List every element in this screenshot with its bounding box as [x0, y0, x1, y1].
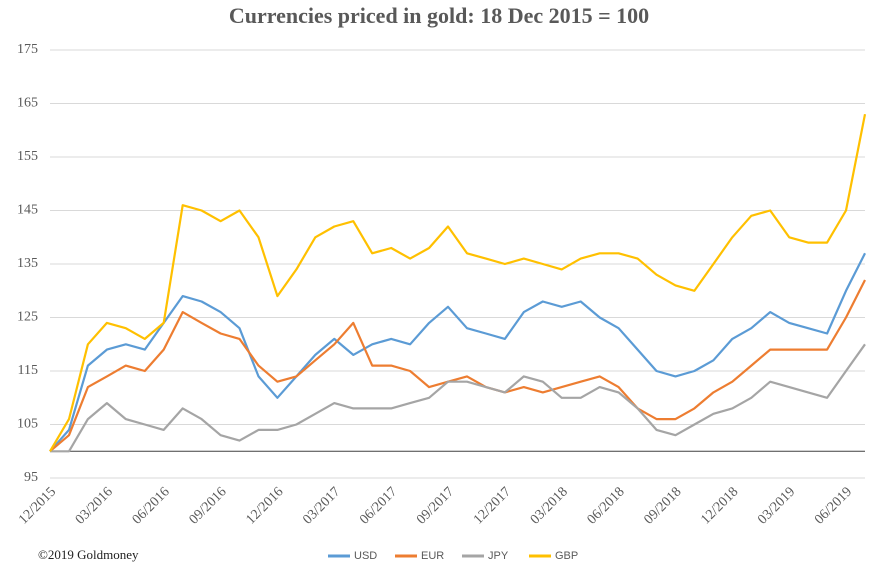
footnote: ©2019 Goldmoney	[38, 547, 139, 562]
chart-title: Currencies priced in gold: 18 Dec 2015 =…	[229, 3, 649, 28]
x-tick-label: 09/2017	[414, 484, 457, 527]
legend-label: EUR	[421, 550, 444, 562]
x-tick-label: 03/2017	[300, 484, 343, 527]
y-tick-label: 105	[17, 417, 38, 432]
x-tick-label: 06/2019	[812, 484, 855, 527]
x-tick-label: 12/2018	[698, 484, 741, 527]
x-tick-label: 06/2017	[357, 484, 400, 527]
y-tick-label: 145	[17, 203, 38, 218]
y-tick-label: 155	[17, 149, 38, 164]
y-tick-label: 115	[18, 363, 38, 378]
x-tick-label: 06/2016	[130, 484, 173, 527]
x-tick-label: 03/2018	[528, 484, 571, 527]
legend-label: JPY	[488, 550, 509, 562]
x-tick-label: 09/2016	[187, 484, 230, 527]
x-tick-label: 12/2015	[16, 484, 59, 527]
x-tick-label: 12/2016	[243, 484, 286, 527]
x-tick-label: 12/2017	[471, 484, 514, 527]
y-tick-label: 125	[17, 310, 38, 325]
legend-label: GBP	[555, 550, 578, 562]
x-tick-label: 03/2016	[73, 484, 116, 527]
y-tick-label: 95	[24, 470, 38, 485]
x-tick-label: 03/2019	[755, 484, 798, 527]
x-tick-label: 09/2018	[642, 484, 685, 527]
series-line	[49, 113, 867, 452]
y-tick-label: 135	[17, 256, 38, 271]
series-line	[49, 252, 866, 453]
y-tick-label: 175	[17, 42, 38, 57]
series-line	[49, 279, 866, 453]
x-tick-label: 06/2018	[585, 484, 628, 527]
series-line	[50, 343, 866, 453]
y-tick-label: 165	[17, 96, 38, 111]
legend-label: USD	[354, 550, 377, 562]
